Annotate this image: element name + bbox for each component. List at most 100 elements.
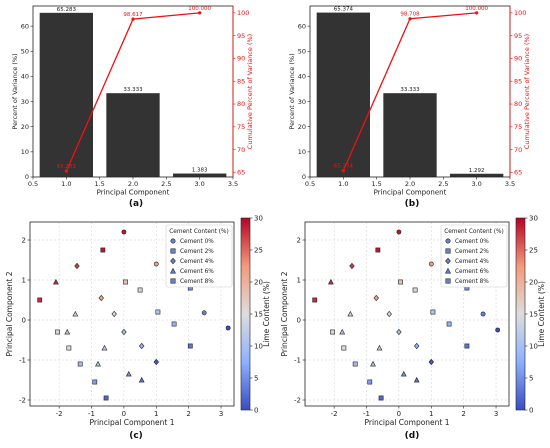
colorbar-tick-label: 0 bbox=[529, 407, 533, 415]
x-tick-label: 2.0 bbox=[128, 180, 138, 188]
legend-marker bbox=[170, 278, 176, 284]
colorbar-tick-label: 10 bbox=[529, 343, 538, 351]
y-right-tick-label: 95 bbox=[514, 32, 522, 40]
cumulative-value-label: 65.283 bbox=[57, 164, 77, 170]
y-tick-label: -2 bbox=[19, 397, 26, 405]
colorbar-tick-label: 15 bbox=[529, 311, 538, 319]
data-point bbox=[352, 361, 358, 367]
data-point bbox=[121, 328, 127, 336]
x-tick-label: 2.0 bbox=[405, 180, 415, 188]
y-axis-label: Percent of Variance (%) bbox=[11, 53, 19, 129]
colorbar-label: Lime Content (%) bbox=[537, 281, 546, 347]
pareto-chart-b: 65.374 33.333 1.292 65.374 98.708 100.000 0.5 1… bbox=[288, 5, 531, 209]
data-point bbox=[53, 278, 59, 285]
cumulative-point bbox=[408, 17, 412, 21]
data-point bbox=[400, 370, 407, 377]
x-axis-label: Principal Component 1 bbox=[364, 418, 449, 427]
y-right-tick-label: 65 bbox=[514, 169, 522, 177]
y-tick-label: -1 bbox=[19, 357, 26, 365]
data-point bbox=[375, 247, 381, 253]
data-point bbox=[72, 310, 79, 317]
legend-entry: Cement 6% bbox=[455, 269, 489, 275]
panel-label: (a) bbox=[129, 199, 143, 209]
x-tick-label: 2.5 bbox=[161, 180, 171, 188]
legend-marker bbox=[170, 267, 176, 274]
data-point bbox=[64, 328, 71, 335]
bar-value-label: 65.283 bbox=[57, 7, 77, 13]
x-tick-label: 1 bbox=[154, 410, 158, 418]
data-point bbox=[413, 376, 420, 383]
cumulative-point bbox=[341, 169, 345, 173]
colorbar-tick-label: 25 bbox=[254, 247, 263, 255]
x-axis-label: Principal Component bbox=[374, 189, 447, 197]
colorbar bbox=[515, 217, 526, 411]
x-tick-label: 3.5 bbox=[228, 180, 238, 188]
y-tick-label: 40 bbox=[21, 73, 29, 81]
y-right-tick-label: 100 bbox=[237, 9, 249, 17]
legend-entry: Cement 6% bbox=[180, 269, 214, 275]
cumulative-point bbox=[64, 169, 68, 173]
y-axis-label: Principal Component 2 bbox=[5, 271, 14, 356]
data-point bbox=[341, 345, 347, 351]
legend-title: Cement Content (%) bbox=[444, 229, 504, 235]
y-tick-label: 2 bbox=[297, 237, 301, 245]
y-tick-label: 1 bbox=[297, 277, 301, 285]
y-right-tick-label: 100 bbox=[514, 9, 526, 17]
data-point bbox=[446, 321, 452, 327]
x-tick-label: 1.5 bbox=[371, 180, 381, 188]
legend-box bbox=[165, 224, 233, 288]
x-tick-label: 3.0 bbox=[194, 180, 204, 188]
data-point bbox=[428, 261, 434, 267]
panel-label: (c) bbox=[129, 431, 143, 441]
x-tick-label: 3.5 bbox=[505, 180, 515, 188]
bar-value-label: 1.292 bbox=[469, 168, 485, 174]
cumulative-point bbox=[198, 11, 202, 15]
data-point bbox=[121, 229, 127, 235]
y-right-tick-label: 75 bbox=[237, 123, 245, 131]
x-tick-label: 1.0 bbox=[338, 180, 348, 188]
data-point bbox=[100, 247, 106, 253]
data-point bbox=[138, 376, 145, 383]
x-tick-label: 0.5 bbox=[28, 180, 38, 188]
legend-marker bbox=[445, 267, 451, 274]
data-point bbox=[95, 360, 101, 367]
x-tick-label: 0 bbox=[122, 410, 126, 418]
legend-entry: Cement 2% bbox=[180, 249, 214, 255]
y-tick-label: 60 bbox=[21, 22, 29, 30]
bar-value-label: 33.333 bbox=[400, 87, 420, 93]
legend-entry: Cement 4% bbox=[455, 259, 489, 265]
legend-entry: Cement 4% bbox=[180, 259, 214, 265]
x-axis-label: Principal Component bbox=[97, 189, 170, 197]
legend-marker bbox=[170, 257, 176, 265]
x-axis-label: Principal Component 1 bbox=[89, 418, 174, 427]
data-point bbox=[396, 229, 402, 235]
data-point bbox=[66, 345, 72, 351]
legend-entry: Cement 8% bbox=[455, 279, 489, 285]
y-tick-label: 50 bbox=[21, 47, 29, 55]
data-point bbox=[37, 297, 43, 303]
data-point bbox=[111, 310, 117, 318]
data-point bbox=[386, 310, 392, 318]
cumulative-point bbox=[131, 17, 135, 21]
legend-entry: Cement 8% bbox=[180, 279, 214, 285]
data-point bbox=[153, 261, 159, 267]
data-point bbox=[92, 379, 98, 385]
y-right-tick-label: 70 bbox=[514, 146, 522, 154]
data-point bbox=[430, 309, 436, 315]
data-point bbox=[464, 343, 470, 349]
data-point bbox=[480, 311, 486, 317]
bar bbox=[316, 12, 370, 177]
y-tick-label: 0 bbox=[22, 317, 26, 325]
colorbar-tick-label: 30 bbox=[254, 215, 263, 223]
y-tick-label: 1 bbox=[22, 277, 26, 285]
data-point bbox=[225, 325, 231, 331]
bar bbox=[450, 173, 504, 177]
plot-frame bbox=[304, 221, 510, 407]
data-point bbox=[77, 361, 83, 367]
cumulative-point bbox=[475, 11, 479, 15]
y-right-tick-label: 85 bbox=[237, 77, 245, 85]
scatter-chart-d: -2 -1 0 1 2 3 -2 -1 0 1 2 Principal Component 1 Prin… bbox=[280, 215, 546, 442]
data-point bbox=[153, 358, 159, 366]
colorbar bbox=[240, 217, 251, 411]
data-point bbox=[187, 343, 193, 349]
